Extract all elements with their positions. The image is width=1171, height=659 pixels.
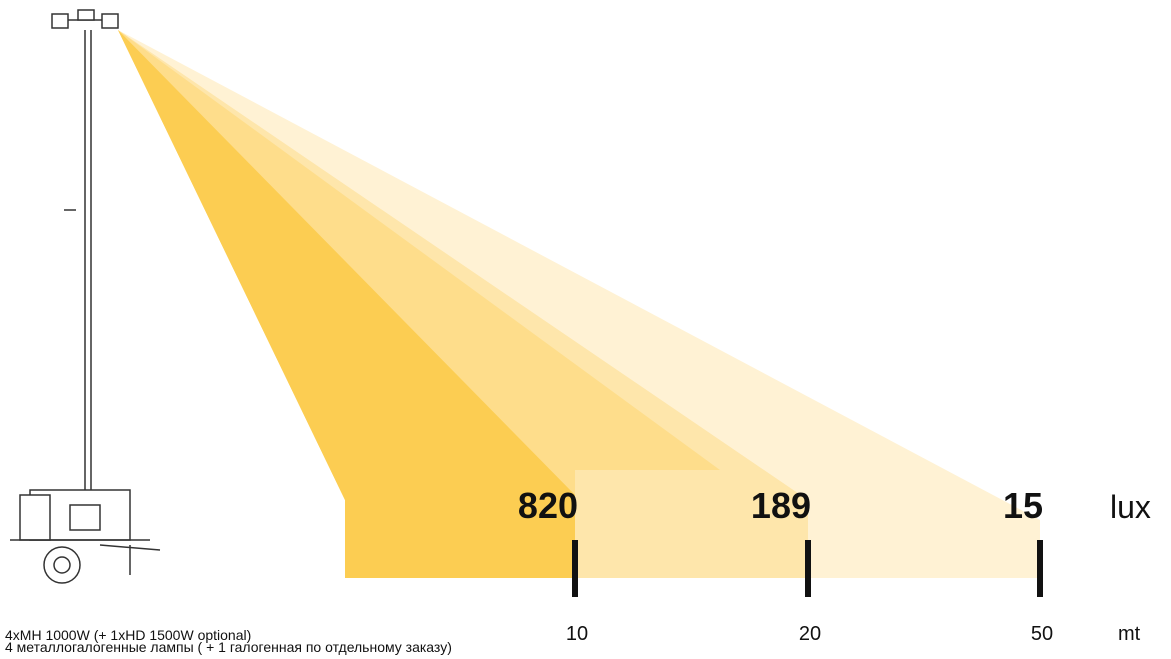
caption-line: 4 металлогалогенные лампы ( + 1 галогенн… bbox=[5, 639, 452, 655]
beam-near-edge bbox=[118, 30, 720, 578]
light-beams bbox=[118, 30, 1040, 578]
marker-bar bbox=[572, 540, 578, 597]
lux-unit: lux bbox=[1110, 489, 1151, 525]
light-tower bbox=[10, 9, 161, 584]
distance-value: 10 bbox=[566, 623, 588, 645]
marker-bar bbox=[805, 540, 811, 597]
lux-value: 15 bbox=[1003, 485, 1043, 526]
lux-value: 820 bbox=[518, 485, 578, 526]
caption-line: 4xMH 1000W (+ 1xHD 1500W optional) bbox=[5, 627, 251, 643]
distance-unit: mt bbox=[1118, 623, 1141, 645]
distance-value: 50 bbox=[1031, 623, 1053, 645]
beam-near bbox=[118, 30, 575, 578]
marker-bar bbox=[1037, 540, 1043, 597]
lux-value: 189 bbox=[751, 485, 811, 526]
distance-value: 20 bbox=[799, 623, 821, 645]
